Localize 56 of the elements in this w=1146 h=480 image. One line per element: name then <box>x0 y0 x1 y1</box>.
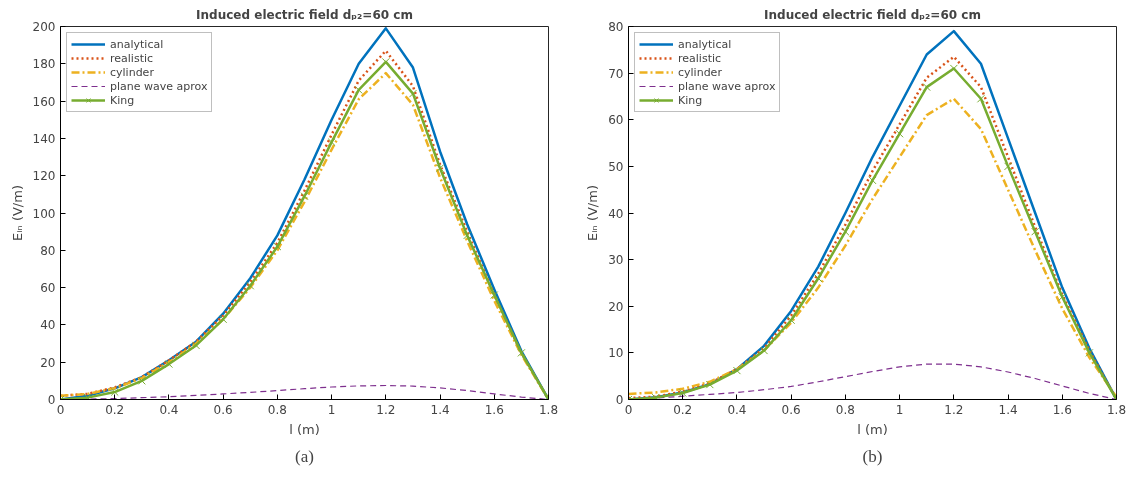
text: (a) <box>295 446 314 466</box>
x-tick-label: 0.6 <box>213 402 233 417</box>
legend-label: realistic <box>110 51 154 65</box>
y-tick-label: 40 <box>40 318 56 333</box>
y-tick-label: 50 <box>608 159 624 174</box>
x-tick-label: 0.2 <box>105 402 125 417</box>
x-tick-label: 1.8 <box>1106 402 1127 417</box>
x-tick-label: 1.6 <box>484 402 504 417</box>
x-tick-label: 0.4 <box>727 402 747 417</box>
x-tick-label: 1.6 <box>1052 402 1072 417</box>
y-tick-label: 180 <box>32 57 56 72</box>
x-tick-label: 0.2 <box>673 402 693 417</box>
x-axis-title: l (m) <box>857 421 888 437</box>
x-tick-label: 1.2 <box>944 402 964 417</box>
legend-label: cylinder <box>678 65 722 79</box>
x-tick-label: 0.6 <box>781 402 801 417</box>
y-tick-label: 10 <box>608 346 624 361</box>
y-tick-label: 0 <box>615 393 624 407</box>
x-tick-label: 1.8 <box>538 402 559 417</box>
x-tick-label: 1.2 <box>376 402 396 417</box>
y-tick-label: 40 <box>608 206 624 221</box>
x-tick-label: 1 <box>327 402 336 417</box>
y-tick-label: 200 <box>32 20 56 34</box>
y-tick-label: 60 <box>40 281 56 296</box>
y-tick-label: 60 <box>608 113 624 128</box>
y-tick-label: 0 <box>47 393 56 407</box>
x-tick-label: 0.4 <box>159 402 179 417</box>
legend-label: analytical <box>110 37 164 51</box>
legend-label: realistic <box>678 51 722 65</box>
y-tick-label: 120 <box>32 169 56 184</box>
legend-label: King <box>678 93 703 107</box>
x-tick-label: 0.8 <box>267 402 287 417</box>
x-tick-label: 1 <box>895 402 904 417</box>
legend-label: plane wave aprox <box>110 79 208 93</box>
y-tick-label: 80 <box>608 20 624 34</box>
y-tick-label: 160 <box>32 94 56 109</box>
legend-label: plane wave aprox <box>678 79 776 93</box>
legend-label: analytical <box>678 37 732 51</box>
x-tick-label: 1.4 <box>998 402 1018 417</box>
y-tick-label: 140 <box>32 131 56 146</box>
y-tick-label: 80 <box>40 243 56 258</box>
legend-label: cylinder <box>110 65 154 79</box>
x-axis-title: l (m) <box>289 421 320 437</box>
y-tick-label: 70 <box>608 66 624 81</box>
y-tick-label: 100 <box>32 206 56 221</box>
legend-label: King <box>110 93 135 107</box>
y-tick-label: 20 <box>608 299 624 314</box>
y-tick-label: 30 <box>608 253 624 268</box>
x-tick-label: 1.4 <box>430 402 450 417</box>
text: (b) <box>862 446 883 466</box>
x-tick-label: 0.8 <box>835 402 855 417</box>
y-tick-label: 20 <box>40 355 56 370</box>
y-axis-title: Eᵢₙ (V/m) <box>585 185 601 241</box>
y-axis-title: Eᵢₙ (V/m) <box>9 185 25 241</box>
chart-title: Induced electric field dₚ₂=60 cm <box>764 7 981 22</box>
chart-title: Induced electric field dₚ₂=60 cm <box>196 7 413 22</box>
